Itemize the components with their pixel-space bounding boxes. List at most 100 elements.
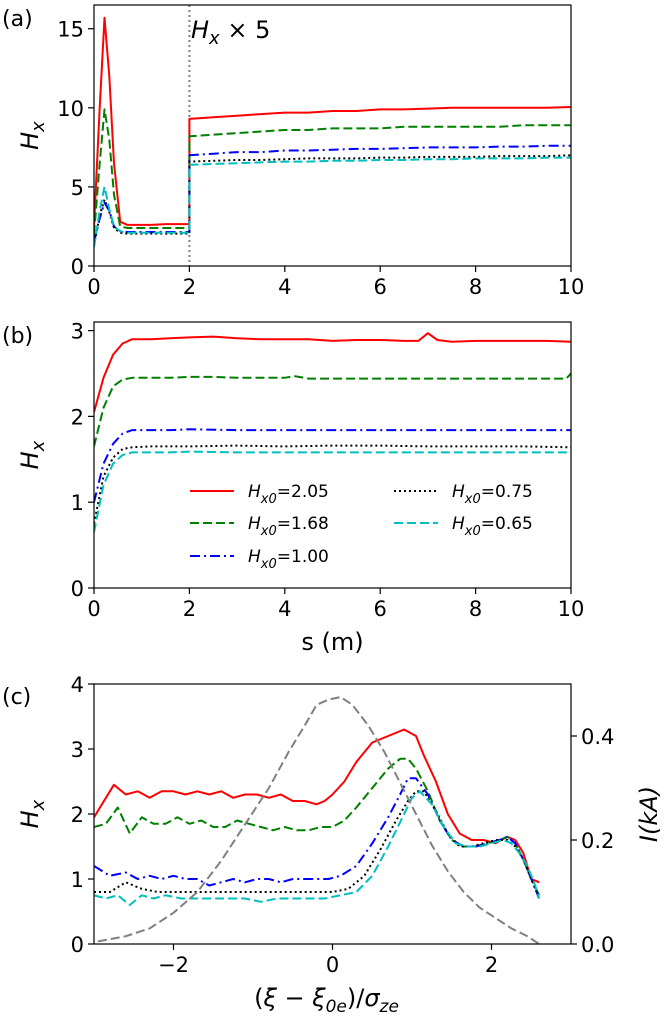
y-right-axis-label: I(kA) xyxy=(635,786,663,842)
series-line-green xyxy=(94,108,571,235)
y-tick-label: 0 xyxy=(71,577,84,601)
series-line-red xyxy=(94,16,571,227)
label-part: H xyxy=(16,810,44,828)
legend-entry: Hx0=1.00 xyxy=(248,547,329,572)
y-right-tick-label: 0.4 xyxy=(581,725,614,749)
series-line-Hx00.75 xyxy=(94,444,571,524)
x-tick-label: 0 xyxy=(87,597,100,621)
y-tick-label: 1 xyxy=(71,491,84,515)
axes-frame xyxy=(93,4,572,267)
label-part: x xyxy=(28,799,49,811)
label-part: I(kA) xyxy=(635,786,663,842)
y-tick-label: 3 xyxy=(71,320,84,344)
series-line-blue xyxy=(94,777,541,899)
label-part: x xyxy=(208,28,220,49)
label-part: ze xyxy=(379,997,399,1017)
panel-label: (b) xyxy=(2,324,33,349)
x-axis-label: s (m) xyxy=(301,628,363,656)
x-tick-label: 2 xyxy=(183,275,196,299)
label-part: x0 xyxy=(464,524,481,539)
label-part: ξ xyxy=(311,984,326,1012)
series-line-cyan xyxy=(94,790,541,906)
label-part: × 5 xyxy=(220,16,271,44)
label-part: H xyxy=(452,482,465,502)
label-part: x0 xyxy=(260,492,277,507)
y-tick-label: 5 xyxy=(71,176,84,200)
label-part: =0.65 xyxy=(481,514,533,534)
label-part: H xyxy=(191,16,209,44)
y-right-tick-label: 0.0 xyxy=(581,933,614,957)
plot-area xyxy=(94,332,571,533)
legend-entry: Hx0=0.65 xyxy=(452,514,533,539)
x-tick-label: 2 xyxy=(183,597,196,621)
x-tick-label: 8 xyxy=(469,275,482,299)
y-tick-label: 4 xyxy=(71,673,84,697)
panel-label: (a) xyxy=(2,7,33,32)
label-part: =1.68 xyxy=(277,514,329,534)
label-part: H xyxy=(452,514,465,534)
y-tick-label: 15 xyxy=(57,18,84,42)
plot-area xyxy=(94,696,541,944)
y-tick-label: 2 xyxy=(71,803,84,827)
x-tick-label: 4 xyxy=(278,597,291,621)
y-axis-label: Hx xyxy=(16,799,49,828)
series-line-cyan xyxy=(94,156,571,248)
y-tick-label: 1 xyxy=(71,868,84,892)
label-part: =1.00 xyxy=(277,547,329,567)
series-line-gray xyxy=(97,696,540,944)
x-tick-label: 6 xyxy=(374,597,387,621)
y-tick-label: 0 xyxy=(71,933,84,957)
axes-frame xyxy=(93,321,572,589)
label-part: H xyxy=(248,482,261,502)
x-tick-label: 10 xyxy=(558,597,585,621)
y-tick-label: 2 xyxy=(71,405,84,429)
x-axis-label: (ξ − ξ0e)/σze xyxy=(254,984,399,1017)
label-part: x0 xyxy=(260,557,277,572)
label-part: H xyxy=(16,132,44,150)
label-part: 0e xyxy=(326,997,347,1017)
label-part: =0.75 xyxy=(481,482,533,502)
series-line-black xyxy=(94,790,541,899)
label-part: H xyxy=(16,451,44,469)
label-part: x0 xyxy=(260,524,277,539)
label-part: σ xyxy=(364,984,380,1012)
x-tick-label: 0 xyxy=(326,953,339,977)
y-right-tick-label: 0.2 xyxy=(581,829,614,853)
x-tick-label: 8 xyxy=(469,597,482,621)
y-tick-label: 10 xyxy=(57,97,84,121)
label-part: ξ xyxy=(262,984,277,1012)
series-line-Hx02.05 xyxy=(94,332,571,413)
label-part: x xyxy=(28,121,49,133)
x-tick-label: 4 xyxy=(278,275,291,299)
label-part: H xyxy=(248,547,261,567)
series-line-black xyxy=(94,154,571,246)
label-part: x xyxy=(28,440,49,452)
series-line-green xyxy=(94,757,541,896)
label-part: =2.05 xyxy=(277,482,329,502)
legend-entry: Hx0=1.68 xyxy=(248,514,329,539)
axes-frame xyxy=(93,683,572,945)
label-part: x0 xyxy=(464,492,481,507)
label-part: )/ xyxy=(347,984,365,1012)
label-part: ( xyxy=(254,984,263,1012)
y-tick-label: 3 xyxy=(71,738,84,762)
y-axis-label: Hx xyxy=(16,121,49,150)
legend-entry: Hx0=2.05 xyxy=(248,482,329,507)
x-tick-label: 10 xyxy=(558,275,585,299)
annotation-text: Hx × 5 xyxy=(191,16,270,49)
y-axis-label: Hx xyxy=(16,440,49,469)
series-line-Hx01.00 xyxy=(94,428,571,503)
y-tick-label: 0 xyxy=(71,255,84,279)
series-line-red xyxy=(94,728,540,884)
x-tick-label: 0 xyxy=(87,275,100,299)
x-tick-label: −2 xyxy=(158,953,189,977)
series-line-Hx01.68 xyxy=(94,372,571,447)
label-part: − xyxy=(277,984,312,1012)
x-tick-label: 2 xyxy=(485,953,498,977)
label-part: H xyxy=(248,514,261,534)
